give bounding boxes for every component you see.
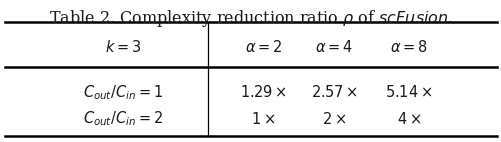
Text: $2.57\times$: $2.57\times$: [310, 84, 356, 100]
Text: $C_{out}/C_{in} = 2$: $C_{out}/C_{in} = 2$: [83, 109, 163, 128]
Text: $2\times$: $2\times$: [321, 111, 345, 127]
Text: $4\times$: $4\times$: [396, 111, 420, 127]
Text: $1\times$: $1\times$: [251, 111, 275, 127]
Text: $\alpha = 2$: $\alpha = 2$: [244, 39, 282, 55]
Text: $C_{out}/C_{in} = 1$: $C_{out}/C_{in} = 1$: [83, 83, 163, 102]
Text: $5.14\times$: $5.14\times$: [385, 84, 432, 100]
Text: $\alpha = 4$: $\alpha = 4$: [314, 39, 352, 55]
Text: $k = 3$: $k = 3$: [105, 39, 141, 55]
Text: $1.29\times$: $1.29\times$: [240, 84, 286, 100]
Text: Table 2. Complexity reduction ratio $\rho$ of $\mathit{scFusion}$.: Table 2. Complexity reduction ratio $\rh…: [49, 8, 452, 29]
Text: $\alpha = 8$: $\alpha = 8$: [389, 39, 427, 55]
